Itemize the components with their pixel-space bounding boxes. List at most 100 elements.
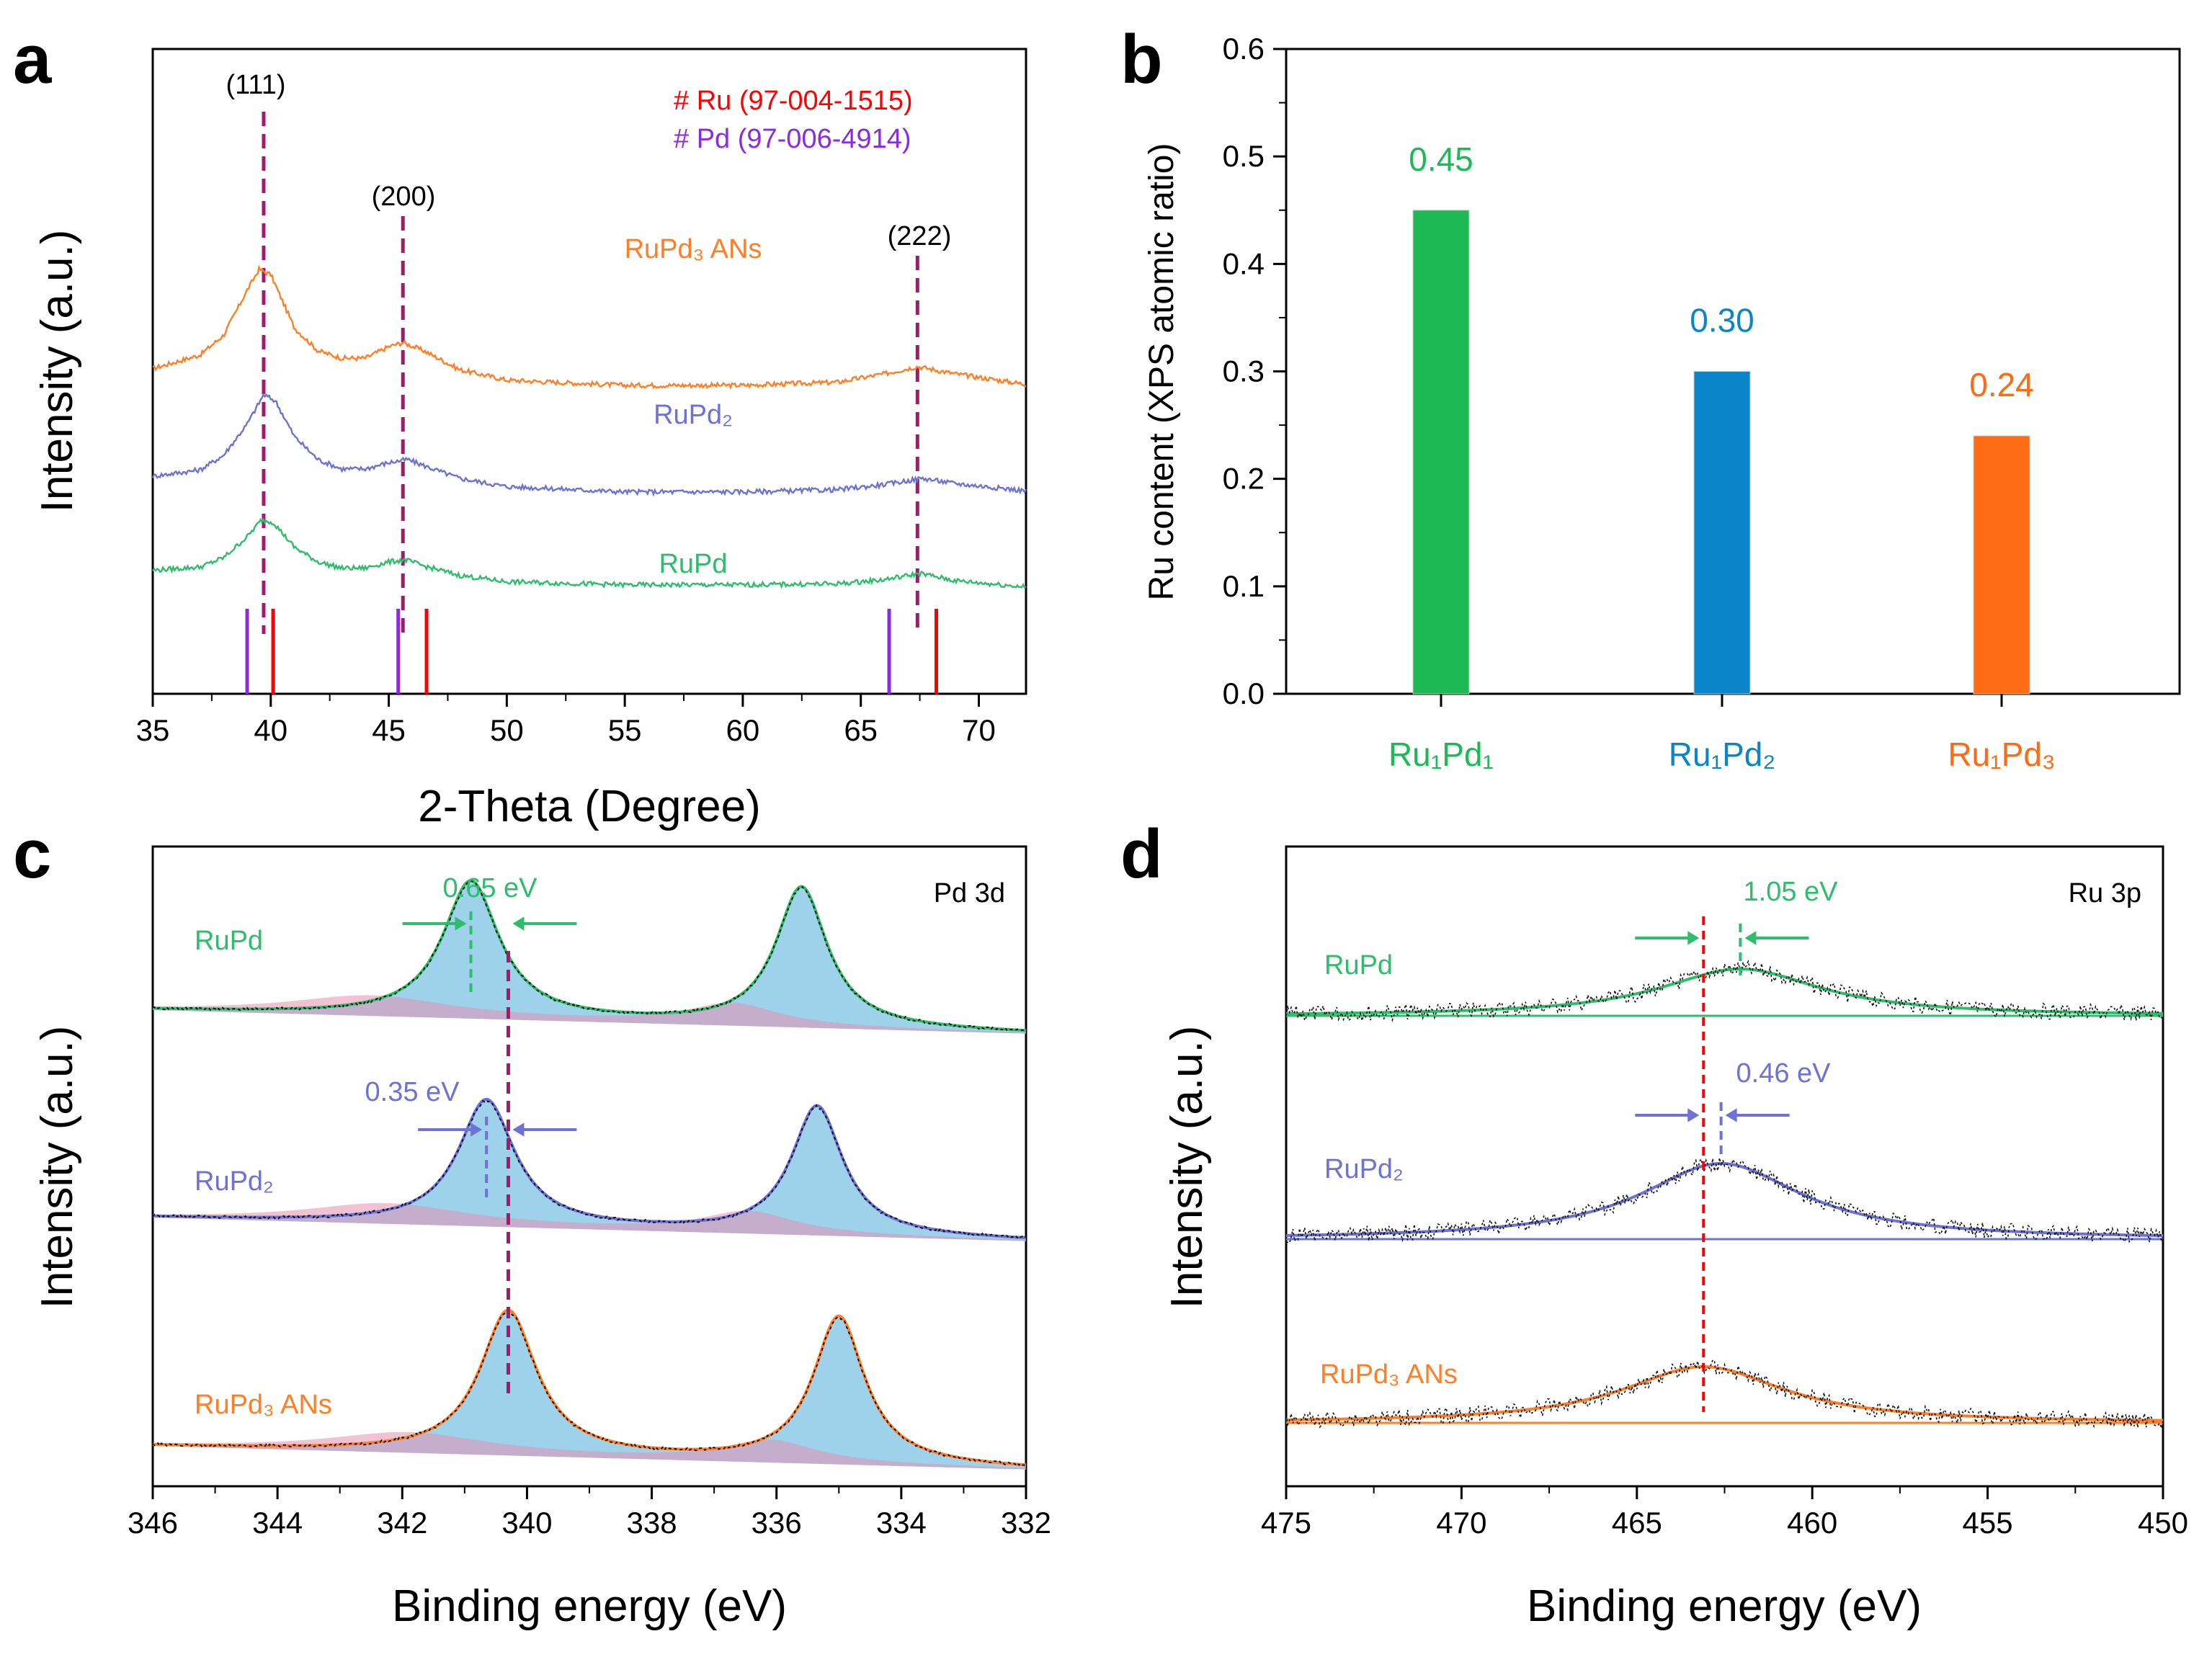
shift-label-035: 0.35 eV — [365, 1077, 460, 1107]
xrd-line — [151, 393, 1027, 497]
x-tick-label: 55 — [608, 713, 642, 747]
y-tick-label: 0.0 — [1223, 676, 1265, 710]
panel-a-series — [151, 264, 1027, 589]
series-label-rupd2: RuPd₂ — [1324, 1154, 1404, 1184]
panel-letter-c: c — [13, 816, 51, 893]
y-tick-label: 0.2 — [1223, 462, 1265, 496]
x-tick-label: 45 — [372, 713, 406, 747]
satellite-area — [153, 995, 1026, 1034]
peak-label-111: (111) — [226, 70, 285, 100]
series-label-rupd3: RuPd₃ ANs — [195, 1390, 332, 1420]
x-tick-label: 344 — [252, 1506, 303, 1540]
category-label: Ru₁Pd₃ — [1948, 736, 2055, 773]
fitted-peak-area — [153, 1310, 1026, 1470]
x-tick-label: 450 — [2138, 1506, 2188, 1540]
fitted-peak-area — [153, 1099, 1026, 1241]
panel-a-x-ticks: 35 40 45 50 55 60 65 70 — [136, 694, 996, 747]
bar-value-label: 0.24 — [1969, 366, 2034, 403]
panel-b: b 0.0 0.1 0.2 0.3 0.4 0.5 0.6 0.45 Ru₁Pd₁ 0.30 Ru… — [1120, 21, 2181, 773]
panel-letter-a: a — [13, 21, 52, 98]
experimental-data — [152, 1099, 1027, 1240]
experimental-data — [1285, 959, 2164, 1023]
arrowhead — [512, 916, 525, 931]
panel-b-y-axis-label: Ru content (XPS atomic ratio) — [1143, 143, 1181, 601]
panel-b-bars: 0.45 Ru₁Pd₁ 0.30 Ru₁Pd₂ 0.24 Ru₁Pd₃ — [1388, 140, 2056, 773]
bar-value-label: 0.30 — [1690, 302, 1754, 339]
panel-c-x-ticks: 346 344 342 340 338 336 334 332 — [128, 1486, 1051, 1540]
series-label-rupd2: RuPd₂ — [195, 1166, 274, 1197]
y-tick-label: 0.5 — [1223, 139, 1265, 173]
bar — [1973, 435, 2030, 694]
fitted-curve — [1286, 968, 2164, 1016]
panel-d-series — [1285, 916, 2164, 1431]
shift-label-065: 0.65 eV — [443, 873, 538, 903]
panel-c: c 346 344 342 340 338 336 334 332 Pd 3d RuPd Ru… — [13, 816, 1051, 1631]
x-tick-label: 475 — [1261, 1506, 1311, 1540]
x-tick-label: 346 — [128, 1506, 178, 1540]
series-label-rupd: RuPd — [1324, 950, 1393, 981]
panel-a-legend-pd: # Pd (97-006-4914) — [674, 124, 911, 154]
x-tick-label: 338 — [627, 1506, 677, 1540]
panel-d-y-axis-label: Intensity (a.u.) — [1162, 1026, 1212, 1309]
panel-c-x-axis-label: Binding energy (eV) — [392, 1581, 787, 1631]
experimental-data — [1285, 1359, 2164, 1431]
arrowhead — [1687, 931, 1700, 945]
shift-label-105: 1.05 eV — [1744, 877, 1839, 907]
panel-b-y-ticks: 0.0 0.1 0.2 0.3 0.4 0.5 0.6 — [1223, 32, 1286, 710]
y-tick-label: 0.1 — [1223, 569, 1265, 603]
x-tick-label: 35 — [136, 713, 170, 747]
panel-d-x-axis-label: Binding energy (eV) — [1527, 1581, 1922, 1631]
arrowhead — [512, 1122, 525, 1137]
x-tick-label: 332 — [1001, 1506, 1051, 1540]
category-label: Ru₁Pd₁ — [1388, 736, 1494, 773]
x-tick-label: 60 — [726, 713, 760, 747]
panel-a-dashed-lines — [262, 112, 919, 634]
x-tick-label: 342 — [377, 1506, 427, 1540]
x-tick-label: 465 — [1612, 1506, 1662, 1540]
panel-letter-d: d — [1120, 816, 1163, 893]
xrd-line — [152, 264, 1027, 390]
panel-a-x-axis-label: 2-Theta (Degree) — [418, 782, 761, 831]
arrowhead — [471, 1122, 483, 1137]
panel-a-frame — [151, 48, 1027, 695]
fitted-peak-area — [153, 880, 1026, 1034]
y-tick-label: 0.6 — [1223, 32, 1265, 66]
panel-a-legend-ru: # Ru (97-004-1515) — [674, 86, 913, 116]
panel-d-corner-label: Ru 3p — [2069, 878, 2141, 908]
xrd-line — [152, 517, 1027, 589]
bar — [1412, 210, 1470, 694]
experimental-data — [152, 1309, 1027, 1466]
x-tick-label: 334 — [876, 1506, 927, 1540]
x-tick-label: 460 — [1787, 1506, 1837, 1540]
x-tick-label: 65 — [844, 713, 878, 747]
y-tick-label: 0.4 — [1223, 246, 1265, 280]
experimental-data — [1285, 1157, 2164, 1244]
panel-c-corner-label: Pd 3d — [934, 878, 1005, 908]
category-label: Ru₁Pd₂ — [1669, 736, 1775, 773]
x-tick-label: 336 — [752, 1506, 802, 1540]
peak-label-222: (222) — [888, 221, 952, 251]
x-tick-label: 340 — [501, 1506, 552, 1540]
y-tick-label: 0.3 — [1223, 354, 1265, 388]
x-tick-label: 70 — [962, 713, 996, 747]
arrowhead — [1687, 1108, 1700, 1122]
bar — [1693, 371, 1751, 694]
x-tick-label: 455 — [1963, 1506, 2013, 1540]
experimental-data — [152, 880, 1027, 1032]
x-tick-label: 40 — [254, 713, 287, 747]
shift-label-046: 0.46 eV — [1736, 1058, 1832, 1089]
arrowhead — [1725, 1108, 1737, 1122]
panel-c-y-axis-label: Intensity (a.u.) — [32, 1026, 82, 1309]
panel-c-series — [152, 879, 1027, 1470]
fitted-curve — [1286, 1162, 2164, 1238]
series-label-rupd: RuPd — [195, 926, 263, 956]
panel-d-x-ticks: 475 470 465 460 455 450 — [1261, 1486, 2188, 1540]
panel-a-y-axis-label: Intensity (a.u.) — [32, 230, 82, 513]
series-label-rupd: RuPd — [659, 549, 727, 579]
x-tick-label: 50 — [490, 713, 524, 747]
panel-letter-b: b — [1120, 21, 1163, 98]
arrowhead — [455, 916, 467, 931]
series-label-rupd3: RuPd₃ ANs — [625, 234, 762, 264]
peak-label-200: (200) — [372, 182, 436, 212]
